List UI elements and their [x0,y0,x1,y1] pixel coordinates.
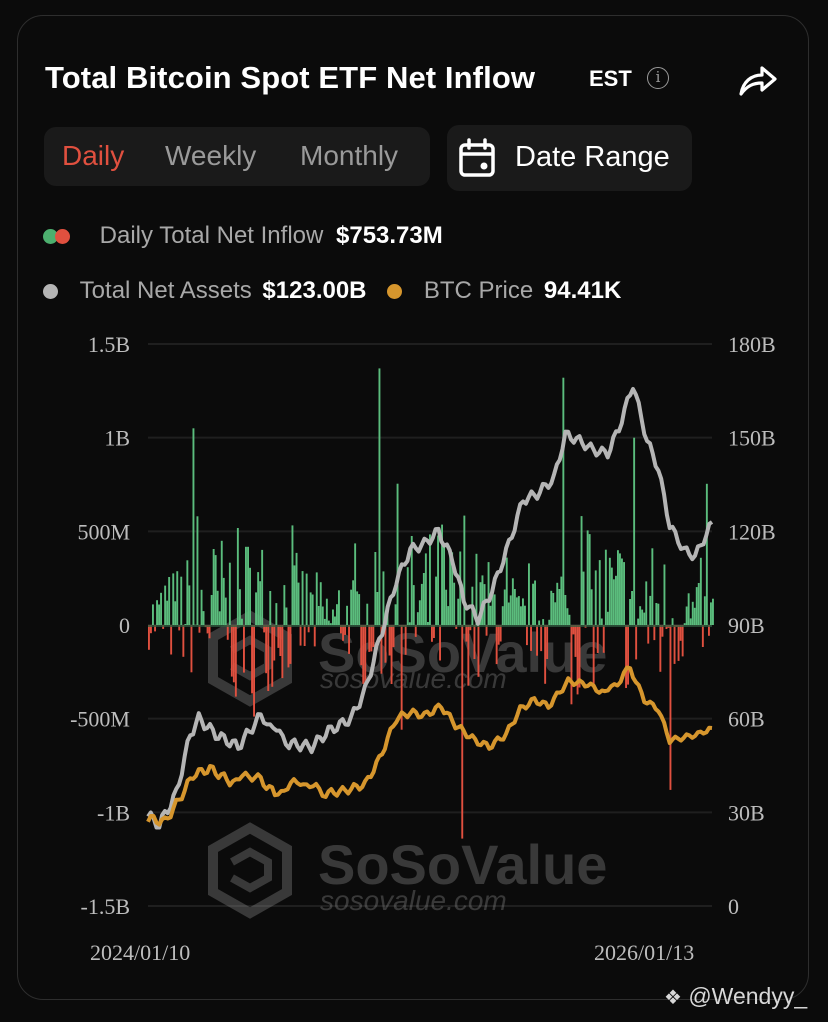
timezone-label[interactable]: EST [589,66,632,91]
date-range-button[interactable]: Date Range [447,125,692,191]
svg-text:SoSoValue: SoSoValue [318,833,607,896]
legend-value: $753.73M [336,222,443,249]
legend-value: $123.00B [262,277,367,304]
tab-daily[interactable]: Daily [62,140,125,171]
calendar-icon [459,138,495,177]
btc-price-line [146,665,713,827]
grey-dot-icon [43,284,58,300]
svg-text:90B: 90B [728,613,765,638]
svg-text:0: 0 [728,894,739,919]
attribution-handle: @Wendyy_ [688,983,808,1009]
svg-text:500M: 500M [77,519,130,544]
legend-value: 94.41K [543,277,622,304]
attribution: ❖ @Wendyy_ [664,983,807,1010]
legend-label: Total Net Assets [79,277,252,304]
svg-text:0: 0 [119,613,130,638]
legend-total-net-assets[interactable]: Total Net Assets $123.00B [43,277,373,304]
right-axis-labels: 180B 150B 120B 90B 60B 30B 0 [728,332,776,919]
sosovalue-logo-icon [208,610,292,919]
svg-text:-1B: -1B [97,800,130,825]
inflow-outflow-dots-icon [43,228,73,245]
svg-text:120B: 120B [728,519,776,544]
period-tabs: Daily Weekly Monthly [44,127,430,186]
svg-text:30B: 30B [728,800,765,825]
tab-weekly[interactable]: Weekly [165,140,257,171]
share-arrow-icon[interactable] [735,60,779,100]
svg-text:60B: 60B [728,707,765,732]
date-range-label: Date Range [515,141,670,173]
legend-label: Daily Total Net Inflow [99,222,324,249]
svg-text:-500M: -500M [70,707,130,732]
svg-text:sosovalue.com: sosovalue.com [320,885,507,916]
svg-text:-1.5B: -1.5B [81,894,131,919]
daily-inflow-bars [148,368,714,839]
legend-daily-inflow[interactable]: Daily Total Net Inflow $753.73M [43,222,443,250]
svg-text:180B: 180B [728,332,776,357]
legend-label: BTC Price [423,277,534,304]
total-net-assets-line [146,387,714,830]
svg-text:150B: 150B [728,426,776,451]
svg-text:sosovalue.com: sosovalue.com [320,663,507,694]
binance-diamond-icon: ❖ [664,987,682,1009]
page-title: Total Bitcoin Spot ETF Net Inflow [45,60,536,95]
gold-dot-icon [387,284,403,300]
tab-monthly[interactable]: Monthly [300,140,399,171]
legend-row-2: Total Net Assets $123.00B BTC Price 94.4… [43,277,621,305]
left-axis-labels: 1.5B 1B 500M 0 -500M -1B -1.5B [70,332,130,919]
x-end-label: 2026/01/13 [594,940,694,965]
info-icon[interactable]: i [647,67,669,89]
x-start-label: 2024/01/10 [90,940,190,965]
legend-btc-price[interactable]: BTC Price 94.41K [387,277,621,304]
svg-text:1.5B: 1.5B [88,332,130,357]
svg-text:1B: 1B [104,426,130,451]
